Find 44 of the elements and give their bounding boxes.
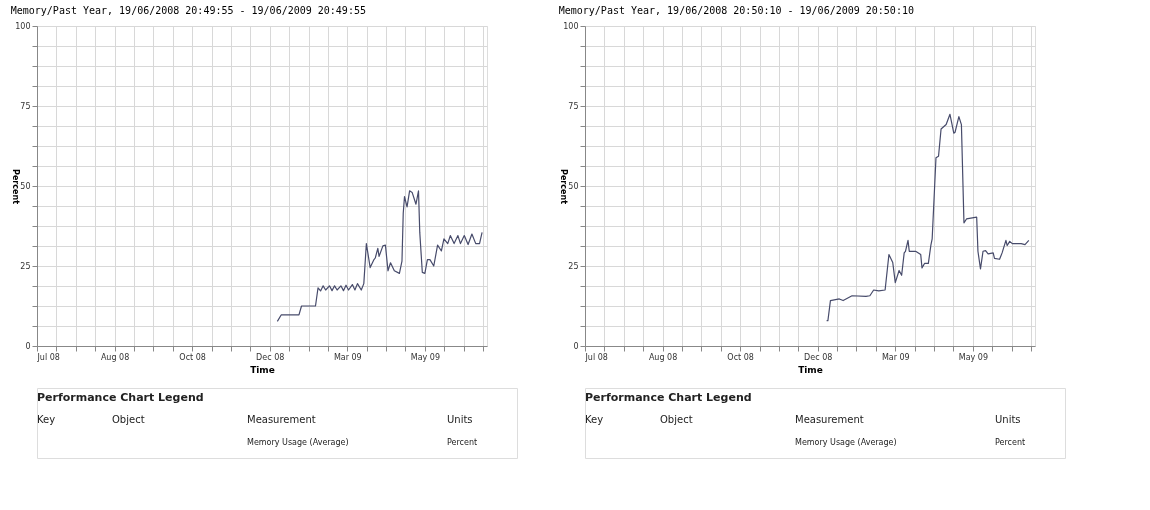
y-tick-label: 0 xyxy=(25,341,31,351)
line-series xyxy=(826,113,1030,322)
text: Measurement xyxy=(247,414,316,425)
x-tick-label: May 09 xyxy=(958,352,988,362)
text: Percent xyxy=(447,438,478,447)
x-tick-label: Dec 08 xyxy=(256,352,285,362)
y-tick-label: 50 xyxy=(20,181,31,191)
x-tick-label: Oct 08 xyxy=(727,352,754,362)
text: Measurement xyxy=(795,414,864,425)
y-axis-title: Percent xyxy=(11,169,21,205)
x-tick-label: May 09 xyxy=(410,352,440,362)
y-tick-label: 0 xyxy=(573,341,579,351)
line-series xyxy=(276,190,483,322)
x-tick-label: Mar 09 xyxy=(333,352,362,362)
text: Object xyxy=(660,414,693,425)
y-tick-label: 75 xyxy=(20,101,31,111)
y-tick-label: 100 xyxy=(15,21,31,31)
text: Performance Chart Legend xyxy=(37,391,204,404)
text: Units xyxy=(995,414,1021,425)
x-axis-title: Time xyxy=(798,364,823,375)
x-tick-label: Oct 08 xyxy=(179,352,206,362)
text: Memory Usage (Average) xyxy=(247,438,349,447)
text: Units xyxy=(447,414,473,425)
y-tick-label: 50 xyxy=(568,181,579,191)
x-tick-label: Jul 08 xyxy=(584,352,608,362)
x-tick-label: Jul 08 xyxy=(36,352,60,362)
y-axis-title: Percent xyxy=(559,169,569,205)
text: Performance Chart Legend xyxy=(585,391,752,404)
chart-title: Memory/Past Year, 19/06/2008 20:50:10 - 19/06/2009 20:50:10 xyxy=(558,5,914,16)
y-tick-label: 100 xyxy=(563,21,579,31)
text: Object xyxy=(112,414,145,425)
text: Key xyxy=(37,414,56,425)
chart-title: Memory/Past Year, 19/06/2008 20:49:55 - 19/06/2009 20:49:55 xyxy=(10,5,366,16)
text: Memory Usage (Average) xyxy=(795,438,897,447)
text: Percent xyxy=(995,438,1026,447)
x-tick-label: Aug 08 xyxy=(648,352,678,362)
x-tick-label: Mar 09 xyxy=(881,352,910,362)
y-tick-label: 75 xyxy=(568,101,579,111)
x-axis-title: Time xyxy=(250,364,275,375)
y-tick-label: 25 xyxy=(20,261,31,271)
y-tick-label: 25 xyxy=(568,261,579,271)
text: Key xyxy=(585,414,604,425)
x-tick-label: Aug 08 xyxy=(100,352,130,362)
x-tick-label: Dec 08 xyxy=(804,352,833,362)
